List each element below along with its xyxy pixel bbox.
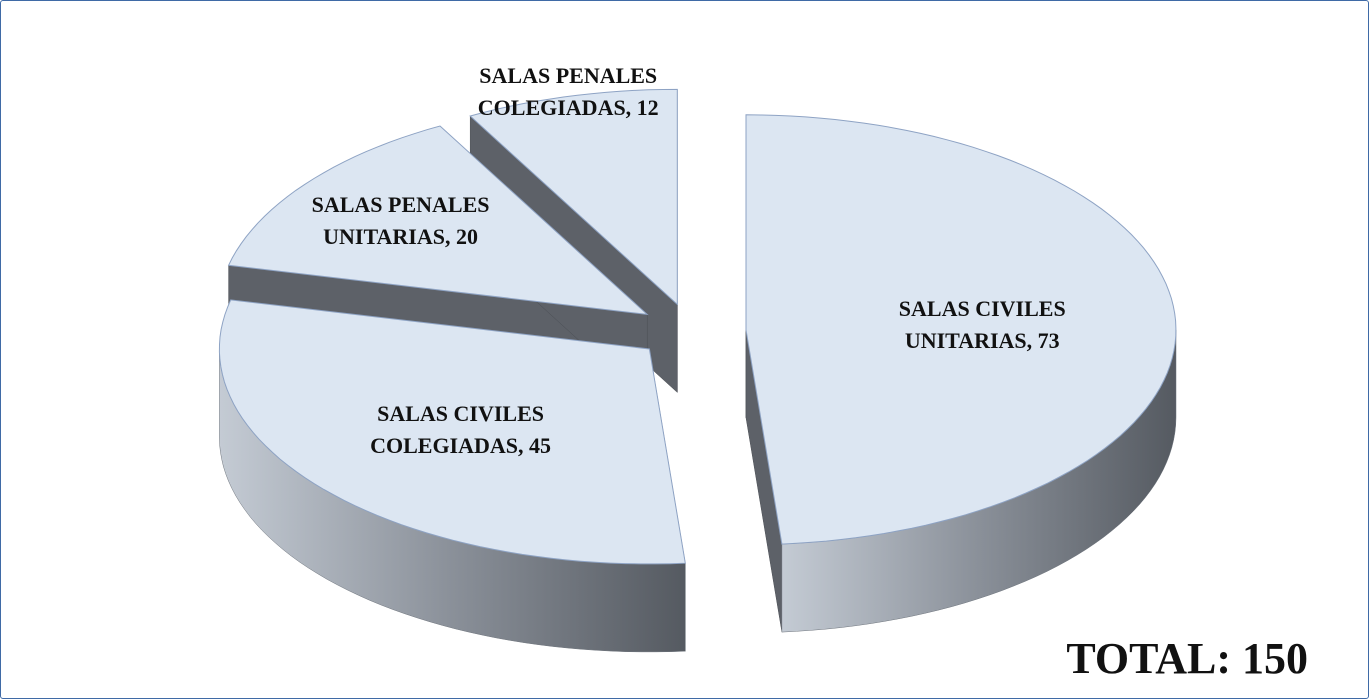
slice: [218, 299, 686, 653]
data-label: SALAS CIVILES COLEGIADAS, 45: [370, 401, 552, 459]
data-label: SALAS PENALES COLEGIADAS, 12: [477, 62, 659, 120]
slice-top: [469, 88, 678, 306]
slice: [745, 114, 1177, 633]
slice-top: [745, 114, 1177, 545]
data-label: SALAS CIVILES UNITARIAS, 73: [898, 295, 1066, 353]
slice-top: [227, 125, 649, 316]
total-annotation: TOTAL: 150: [1066, 634, 1308, 683]
data-label: SALAS PENALES UNITARIAS, 20: [311, 191, 490, 249]
slice-top: [218, 299, 686, 565]
